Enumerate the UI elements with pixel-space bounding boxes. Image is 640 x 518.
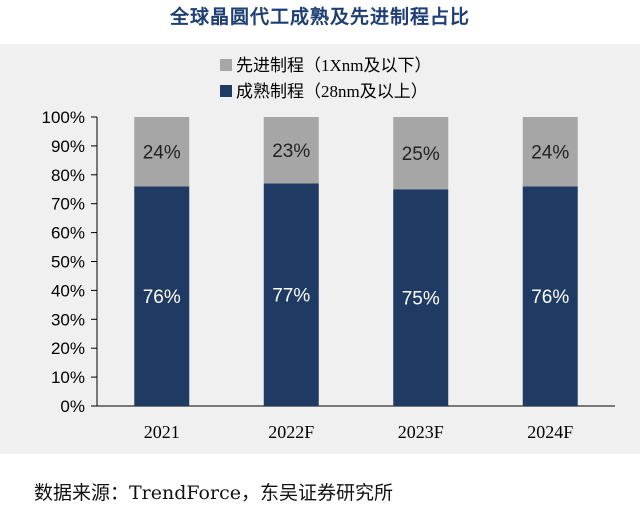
legend-label: 成熟制程（28nm及以上） — [236, 81, 428, 101]
x-tick-label: 2024F — [527, 422, 573, 442]
data-label: 77% — [272, 286, 310, 307]
y-tick-label: 60% — [51, 224, 85, 243]
y-tick-label: 50% — [51, 253, 85, 272]
y-tick-label: 30% — [51, 310, 85, 329]
y-tick-label: 100% — [42, 108, 85, 127]
y-tick-label: 20% — [51, 339, 85, 358]
bar-advanced-2023F — [393, 117, 449, 190]
data-label: 76% — [143, 287, 181, 308]
chart-title: 全球晶圆代工成熟及先进制程占比 — [169, 6, 470, 28]
y-tick-label: 10% — [51, 368, 85, 387]
bar-advanced-2022F — [263, 117, 319, 184]
data-label: 24% — [531, 143, 569, 164]
bar-advanced-2021 — [134, 117, 190, 187]
y-tick-label: 80% — [51, 166, 85, 185]
legend-swatch — [220, 59, 232, 71]
data-label: 24% — [143, 143, 181, 164]
y-tick-label: 70% — [51, 195, 85, 214]
y-tick-label: 90% — [51, 137, 85, 156]
y-tick-label: 40% — [51, 281, 85, 300]
source-note: 数据来源：TrendForce，东吴证券研究所 — [34, 482, 393, 504]
data-label: 75% — [402, 289, 440, 310]
x-tick-label: 2021 — [144, 422, 180, 442]
bar-mature-2021 — [134, 186, 190, 406]
x-tick-label: 2022F — [268, 422, 314, 442]
x-tick-label: 2023F — [398, 422, 444, 442]
legend-label: 先进制程（1Xnm及以下） — [236, 56, 432, 75]
bar-mature-2022F — [263, 183, 319, 406]
legend-swatch — [220, 85, 232, 97]
bar-advanced-2024F — [522, 117, 578, 187]
bar-mature-2023F — [393, 189, 449, 406]
y-tick-label: 0% — [60, 397, 85, 416]
data-label: 25% — [402, 144, 440, 165]
bar-mature-2024F — [522, 186, 578, 406]
data-label: 23% — [272, 141, 310, 162]
data-label: 76% — [531, 287, 569, 308]
